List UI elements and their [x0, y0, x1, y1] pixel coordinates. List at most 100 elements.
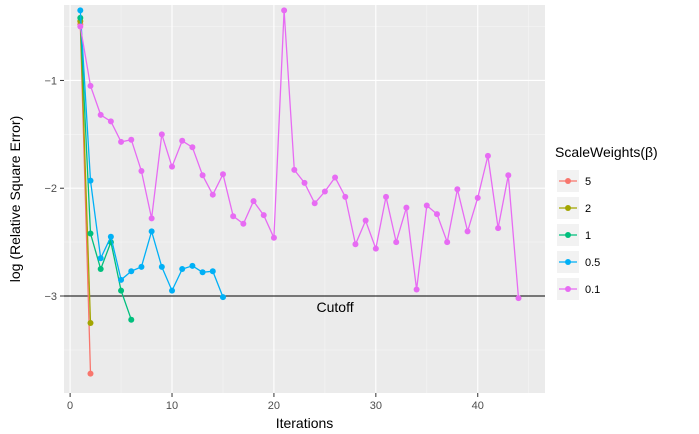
data-point [444, 239, 451, 246]
legend-key-point [565, 286, 571, 292]
data-point [169, 163, 176, 170]
series-0.5 [77, 7, 226, 301]
data-point [230, 213, 237, 220]
data-point [321, 188, 328, 195]
data-point [311, 200, 318, 207]
legend-label: 2 [585, 203, 591, 215]
data-point [393, 239, 400, 246]
y-tick-label: −1 [44, 75, 57, 87]
data-point [138, 263, 145, 270]
data-point [87, 230, 94, 237]
data-point [107, 118, 114, 125]
legend: ScaleWeights(β) 5 2 1 0.5 0.1 [555, 144, 658, 300]
legend-item-0.1: 0.1 [557, 278, 600, 300]
data-point [383, 193, 390, 200]
data-point [169, 287, 176, 294]
data-point [77, 23, 84, 30]
data-point [423, 202, 430, 209]
legend-label: 0.1 [585, 284, 600, 296]
data-point [281, 7, 288, 14]
x-tick-label: 40 [472, 400, 484, 412]
legend-title: ScaleWeights(β) [555, 144, 658, 160]
data-point [413, 286, 420, 293]
y-tick-label: −2 [44, 183, 57, 195]
data-point [240, 220, 247, 227]
data-point [148, 228, 155, 235]
series-line-2 [79, 21, 92, 323]
legend-label: 0.5 [585, 257, 600, 269]
data-point [484, 152, 491, 159]
data-point [209, 191, 216, 198]
data-point [362, 217, 369, 224]
legend-item-2: 2 [557, 197, 591, 219]
data-point [372, 245, 379, 252]
data-point [138, 167, 145, 174]
data-point [505, 172, 512, 179]
data-point [148, 215, 155, 222]
data-point [352, 241, 359, 248]
data-point [97, 266, 104, 273]
data-point [342, 193, 349, 200]
data-point [128, 268, 135, 275]
panel-background [64, 5, 545, 393]
data-point [495, 225, 502, 232]
data-point [97, 111, 104, 118]
data-point [97, 255, 104, 262]
data-point [332, 174, 339, 181]
data-point [87, 370, 94, 377]
data-point [158, 263, 165, 270]
legend-key-point [565, 178, 571, 184]
data-point [433, 211, 440, 218]
data-point [179, 266, 186, 273]
data-point [179, 137, 186, 144]
legend-key-point [565, 205, 571, 211]
legend-label: 1 [585, 230, 591, 242]
data-point [291, 166, 298, 173]
legend-key-point [565, 259, 571, 265]
legend-item-5: 5 [557, 170, 591, 192]
data-point [301, 179, 308, 186]
data-point [87, 177, 94, 184]
legend-item-0.5: 0.5 [557, 251, 600, 273]
x-tick-label: 10 [166, 400, 178, 412]
cutoff-layer: Cutoff [64, 295, 545, 315]
data-point [219, 294, 226, 301]
x-tick-label: 0 [67, 400, 73, 412]
data-point [515, 295, 522, 302]
data-point [158, 131, 165, 138]
data-point [118, 287, 125, 294]
series-0.1 [77, 7, 522, 302]
x-axis-title: Iterations [276, 415, 334, 431]
data-point [189, 144, 196, 151]
data-point [199, 269, 206, 276]
data-point [87, 82, 94, 89]
x-tick-label: 30 [370, 400, 382, 412]
data-point [250, 198, 257, 205]
data-point [118, 138, 125, 145]
legend-label: 5 [585, 176, 591, 188]
data-point [118, 276, 125, 283]
series-layer [77, 7, 522, 377]
series-line-1 [79, 17, 132, 320]
data-point [454, 186, 461, 193]
data-point [219, 171, 226, 178]
legend-item-1: 1 [557, 224, 591, 246]
y-axis-title: log (Relative Square Error) [7, 116, 23, 283]
data-point [403, 204, 410, 211]
cutoff-label: Cutoff [317, 299, 354, 315]
legend-key-point [565, 232, 571, 238]
y-tick-label: −3 [44, 291, 57, 303]
data-point [260, 212, 267, 219]
data-point [128, 316, 135, 323]
x-tick-label: 20 [268, 400, 280, 412]
data-point [464, 228, 471, 235]
data-point [128, 136, 135, 143]
data-point [107, 233, 114, 240]
data-point [209, 268, 216, 275]
series-line-0.1 [79, 10, 520, 299]
data-point [77, 7, 84, 14]
data-point [199, 172, 206, 179]
data-point [87, 319, 94, 326]
axis-ticks: 0 10 20 30 40 −3 −2 −1 [44, 75, 483, 412]
